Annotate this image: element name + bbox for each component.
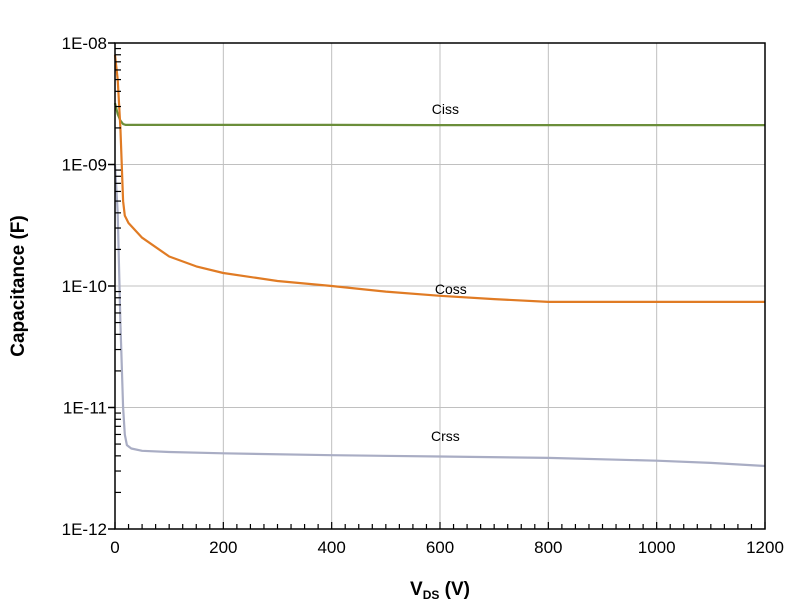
x-tick-label: 0: [110, 538, 119, 557]
x-tick-label: 400: [317, 538, 345, 557]
tick-labels: 0 200 400 600 800 1000 1200 1E-12 1E-11 1E-10 1E-0…: [62, 34, 784, 557]
series-annotation-ciss: Ciss: [432, 101, 459, 117]
x-tick-label: 1000: [638, 538, 676, 557]
series-group: [113, 54, 766, 468]
series-annotation-coss: Coss: [435, 281, 467, 297]
y-tick-label: 1E-10: [62, 277, 107, 296]
x-tick-label: 200: [209, 538, 237, 557]
x-axis-label: VDS (V): [410, 579, 470, 602]
series-line-coss: [113, 54, 765, 303]
series-line-crss: [113, 164, 766, 468]
y-tick-label: 1E-11: [63, 399, 107, 418]
axes: [108, 42, 766, 530]
y-tick-label: 1E-09: [62, 156, 107, 175]
y-tick-label: 1E-12: [62, 520, 107, 539]
y-tick-label: 1E-08: [62, 34, 107, 53]
series-annotation-crss: Crss: [431, 428, 460, 444]
x-tick-label: 1200: [746, 538, 784, 557]
y-axis-label: Capacitance (F): [8, 215, 29, 356]
x-tick-label: 800: [534, 538, 562, 557]
x-tick-label: 600: [426, 538, 454, 557]
